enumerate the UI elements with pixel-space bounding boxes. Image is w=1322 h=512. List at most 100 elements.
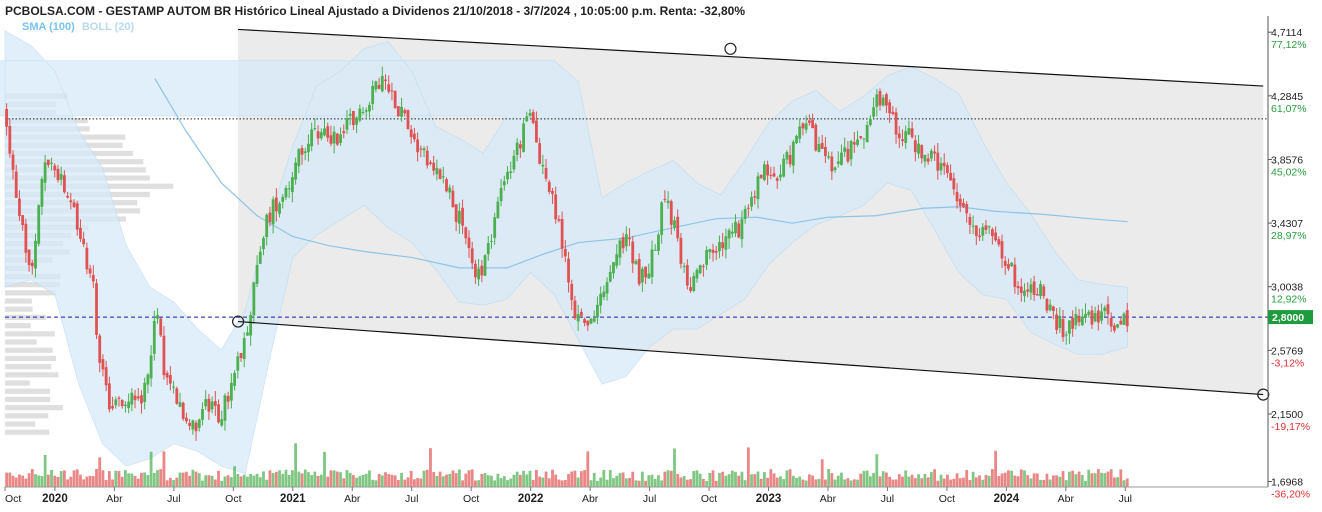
volume-bar bbox=[11, 475, 15, 487]
volume-bar bbox=[156, 470, 159, 487]
candle-body bbox=[798, 126, 802, 139]
legend-sma[interactable]: SMA (100) bbox=[22, 21, 75, 33]
candle-body bbox=[1035, 294, 1039, 296]
volume-bar bbox=[769, 469, 773, 487]
candle-body bbox=[1042, 286, 1046, 297]
candle-body bbox=[730, 231, 734, 234]
candle-body bbox=[885, 94, 888, 106]
candle-body bbox=[101, 359, 105, 370]
candle-body bbox=[978, 235, 981, 238]
candle-body bbox=[859, 136, 863, 139]
volume-bar bbox=[1023, 470, 1026, 487]
candle-body bbox=[673, 220, 676, 228]
volume-bar bbox=[570, 471, 574, 487]
candle-body bbox=[27, 249, 31, 266]
candle-body bbox=[114, 399, 118, 406]
volume-bar bbox=[881, 471, 885, 487]
candle-body bbox=[483, 255, 487, 276]
candle-body bbox=[952, 178, 956, 190]
candle-body bbox=[1032, 281, 1036, 295]
candle-body bbox=[246, 332, 249, 336]
x-tick-label: Jul bbox=[643, 493, 656, 505]
candle-body bbox=[396, 106, 400, 117]
volume-bar bbox=[663, 471, 667, 487]
volume-bar bbox=[917, 474, 920, 487]
volume-bar bbox=[79, 474, 82, 487]
candle-body bbox=[563, 248, 567, 257]
candle-body bbox=[541, 164, 545, 167]
candle-body bbox=[714, 251, 718, 253]
candle-body bbox=[724, 236, 728, 250]
volume-bar bbox=[159, 469, 163, 487]
volume-bar bbox=[351, 475, 355, 487]
volume-bar bbox=[1007, 470, 1010, 487]
candle-body bbox=[120, 400, 124, 407]
candle-body bbox=[753, 196, 757, 198]
x-tick-label: Abr bbox=[1058, 493, 1075, 505]
candle-body bbox=[958, 198, 962, 206]
candle-body bbox=[1087, 311, 1091, 315]
volume-bar bbox=[162, 451, 166, 487]
volume-bar bbox=[926, 477, 930, 487]
candle-body bbox=[409, 129, 413, 138]
volume-bar bbox=[779, 476, 782, 487]
candle-body bbox=[544, 167, 548, 179]
candle-body bbox=[1019, 286, 1023, 294]
volume-bar bbox=[499, 478, 503, 487]
volume-bar bbox=[1106, 471, 1110, 487]
candle-body bbox=[801, 123, 805, 129]
candle-body bbox=[653, 249, 657, 251]
volume-bar bbox=[101, 470, 105, 487]
volume-bar bbox=[165, 480, 169, 487]
candle-body bbox=[14, 171, 18, 198]
candle-body bbox=[897, 133, 901, 139]
candle-body bbox=[872, 107, 875, 117]
volume-bar bbox=[268, 470, 272, 487]
candle-body bbox=[480, 265, 484, 276]
candle-body bbox=[368, 104, 371, 112]
candle-body bbox=[72, 202, 76, 208]
candle-body bbox=[53, 165, 57, 171]
volume-bar bbox=[265, 479, 269, 487]
volume-bar bbox=[888, 476, 892, 487]
candle-body bbox=[894, 112, 898, 135]
candle-body bbox=[862, 138, 866, 140]
candle-body bbox=[390, 90, 394, 92]
candle-body bbox=[159, 318, 163, 336]
volume-bar bbox=[364, 473, 368, 487]
volume-bar bbox=[223, 476, 227, 487]
volume-bar bbox=[830, 473, 834, 487]
candle-body bbox=[955, 191, 959, 202]
volume-bar bbox=[811, 475, 814, 487]
volume-bar bbox=[59, 471, 63, 487]
candle-body bbox=[506, 171, 509, 180]
volume-bar bbox=[300, 473, 304, 487]
volume-bar bbox=[705, 480, 709, 487]
volume-bar bbox=[904, 470, 908, 487]
candle-body bbox=[618, 240, 622, 258]
volume-bar bbox=[846, 478, 850, 487]
volume-bar bbox=[371, 479, 375, 487]
candle-body bbox=[95, 283, 98, 335]
volume-bar bbox=[1032, 473, 1036, 487]
volume-bar bbox=[631, 471, 635, 487]
volume-bar bbox=[204, 475, 208, 487]
candle-body bbox=[310, 129, 314, 147]
candle-body bbox=[846, 148, 850, 162]
candle-body bbox=[939, 163, 943, 171]
legend-boll[interactable]: BOLL (20) bbox=[81, 21, 135, 33]
candle-body bbox=[926, 158, 930, 162]
x-tick-label: Abr bbox=[820, 493, 837, 505]
volume-bar bbox=[181, 472, 185, 487]
volume-bar bbox=[1019, 469, 1023, 487]
candle-body bbox=[785, 151, 789, 160]
volume-bar bbox=[836, 475, 840, 487]
volume-bar bbox=[454, 473, 458, 487]
volume-bar bbox=[307, 472, 310, 487]
volume-bar bbox=[303, 469, 307, 487]
candle-body bbox=[313, 128, 317, 130]
candle-body bbox=[191, 420, 195, 430]
candle-body bbox=[24, 223, 28, 253]
volume-bar bbox=[740, 471, 744, 487]
